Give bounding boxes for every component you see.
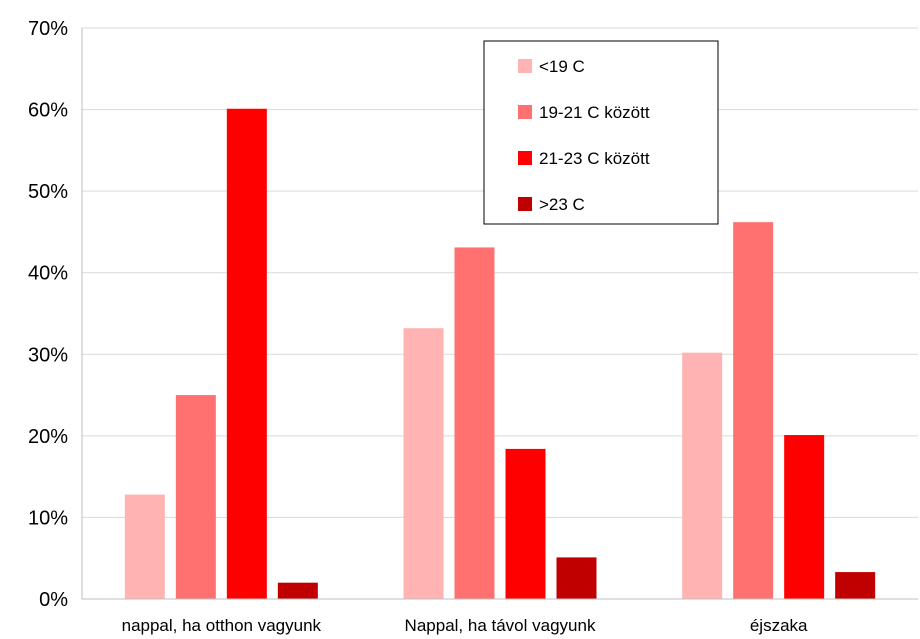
x-category-label: nappal, ha otthon vagyunk <box>122 616 322 635</box>
y-tick-label: 10% <box>28 507 68 529</box>
bar-series-1-category-2 <box>403 328 444 599</box>
x-category-label: éjszaka <box>750 616 808 635</box>
legend-swatch <box>518 59 532 73</box>
bar-series-1-category-1 <box>124 494 165 599</box>
y-tick-label: 20% <box>28 426 68 448</box>
bars <box>124 108 876 600</box>
y-tick-label: 70% <box>28 18 68 40</box>
bar-series-2-category-3 <box>733 222 774 599</box>
bar-series-3-category-1 <box>226 108 267 600</box>
legend-swatch <box>518 151 532 165</box>
bar-series-4-category-2 <box>556 557 597 599</box>
bar-series-2-category-1 <box>175 395 216 599</box>
legend-label: 21-23 C között <box>539 149 650 168</box>
x-category-label: Nappal, ha távol vagyunk <box>405 616 596 635</box>
legend-label: >23 C <box>539 195 585 214</box>
bar-series-2-category-2 <box>454 247 495 600</box>
legend-swatch <box>518 105 532 119</box>
legend-label: 19-21 C között <box>539 103 650 122</box>
bar-series-3-category-2 <box>505 448 546 599</box>
bar-series-1-category-3 <box>682 352 723 599</box>
x-axis-category-labels: nappal, ha otthon vagyunk Nappal, ha távo… <box>122 616 808 635</box>
y-tick-label: 60% <box>28 100 68 122</box>
y-tick-label: 40% <box>28 263 68 285</box>
legend-swatch <box>518 197 532 211</box>
bar-series-4-category-3 <box>835 572 876 599</box>
bar-series-3-category-3 <box>784 435 825 599</box>
legend-label: <19 C <box>539 57 585 76</box>
y-tick-label: 0% <box>39 589 68 611</box>
legend: <19 C 19-21 C között 21-23 C között >23 C <box>483 40 719 225</box>
bar-series-4-category-1 <box>277 582 318 599</box>
y-tick-label: 30% <box>28 344 68 366</box>
y-tick-label: 50% <box>28 181 68 203</box>
y-axis-tick-labels: 0% 10% 20% 30% 40% 50% 60% 70% <box>28 18 68 611</box>
